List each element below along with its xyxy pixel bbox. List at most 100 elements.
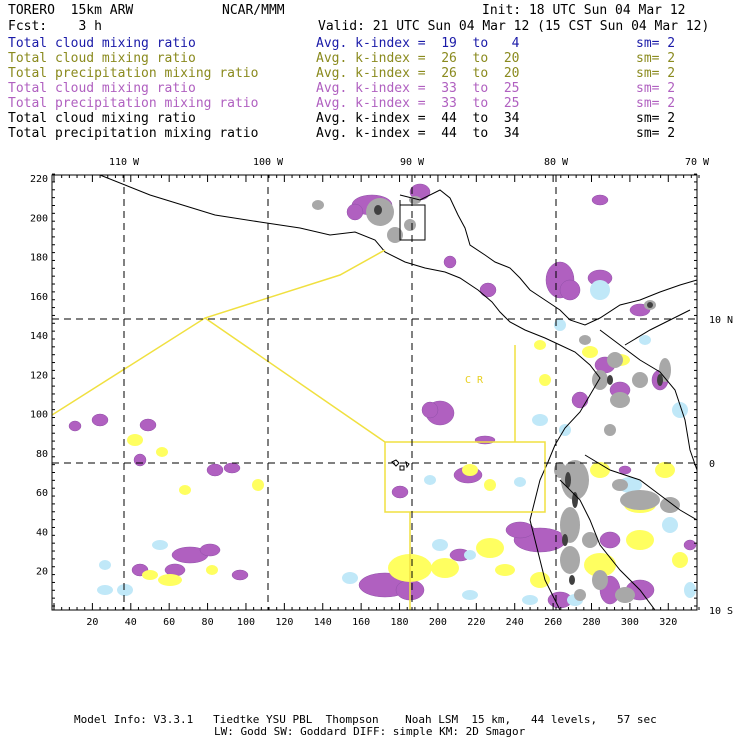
yellow-blob [179, 485, 191, 495]
lightblue-blob [639, 335, 651, 345]
dark-core-blob [607, 375, 613, 385]
x-tick-label: 160 [352, 617, 370, 628]
x-tick-label: 260 [544, 617, 562, 628]
yellow-blob [156, 447, 168, 457]
lightblue-blob [464, 550, 476, 560]
y-tick-label: 180 [30, 253, 48, 264]
legend-sm: sm= 2 [636, 36, 676, 51]
yellow-blob [158, 574, 182, 586]
init-time: Init: 18 UTC Sun 04 Mar 12 [482, 3, 686, 18]
purple-blob [505, 521, 535, 539]
dark-core-blob [562, 534, 568, 546]
longitude-label: 70 W [685, 157, 710, 168]
mixing-ratio-shading [68, 183, 697, 609]
purple-blob [559, 279, 581, 301]
purple-blob [683, 539, 697, 551]
latlon-grid [52, 175, 697, 610]
gray-blob [579, 335, 591, 345]
gray-blob [554, 462, 566, 478]
dark-core-blob [565, 472, 571, 488]
purple-blob [443, 255, 457, 269]
legend-kindex: Avg. k-index = 44 to 34 [316, 126, 520, 141]
x-tick-label: 60 [163, 617, 175, 628]
legend-field: Total precipitation mixing ratio [8, 126, 259, 141]
latitude-label: 10 S [709, 606, 733, 617]
x-tick-label: 40 [125, 617, 137, 628]
gray-blob [560, 546, 580, 574]
purple-blob [571, 391, 589, 409]
dark-core-blob [647, 302, 653, 308]
yellow-blob [142, 570, 158, 580]
lightblue-blob [554, 319, 566, 331]
lightblue-blob [662, 517, 678, 533]
yellow-blob [495, 564, 515, 576]
gray-blob [632, 372, 648, 388]
legend-sm: sm= 2 [636, 51, 676, 66]
dark-core-blob [569, 575, 575, 585]
gray-blob [620, 490, 660, 510]
gray-blob [607, 352, 623, 368]
model-info: Model Info: V3.3.1 Tiedtke YSU PBL Thomp… [74, 713, 657, 726]
x-tick-label: 240 [506, 617, 524, 628]
y-tick-label: 140 [30, 331, 48, 342]
purple-blob [231, 569, 249, 581]
purple-blob [599, 531, 621, 549]
galapagos-islands [391, 459, 410, 471]
region-outline [52, 249, 546, 610]
x-tick-label: 20 [86, 617, 98, 628]
y-tick-label: 60 [36, 488, 48, 499]
yellow-blob [462, 464, 478, 476]
y-tick-label: 200 [30, 213, 48, 224]
yellow-blob [590, 462, 610, 478]
purple-blob [223, 462, 241, 474]
yellow-blob [431, 558, 459, 578]
y-tick-label: 100 [30, 410, 48, 421]
lightblue-blob [99, 560, 111, 570]
longitude-label: 80 W [544, 157, 569, 168]
purple-blob [133, 453, 147, 467]
gray-blob [615, 587, 635, 603]
y-tick-label: 20 [36, 567, 48, 578]
lightblue-blob [424, 475, 436, 485]
legend-sm: sm= 2 [636, 81, 676, 96]
gray-blob [582, 532, 598, 548]
dark-core-blob [374, 205, 382, 215]
longitude-label: 100 W [253, 157, 284, 168]
lightblue-blob [117, 584, 133, 596]
legend-kindex: Avg. k-index = 33 to 25 [316, 96, 520, 111]
y-tick-label: 220 [30, 174, 48, 185]
lightblue-blob [672, 402, 688, 418]
lightblue-blob [522, 595, 538, 605]
yellow-blob [206, 565, 218, 575]
gray-blob [610, 392, 630, 408]
x-tick-label: 300 [621, 617, 639, 628]
gray-blob [592, 570, 608, 590]
purple-blob [591, 194, 609, 206]
yellow-blob [127, 434, 143, 446]
yellow-blob [534, 340, 546, 350]
legend-sm: sm= 2 [636, 111, 676, 126]
forecast-hour: Fcst: 3 h [8, 19, 102, 34]
yellow-blob [655, 462, 675, 478]
gray-blob [660, 497, 680, 513]
purple-blob [139, 418, 157, 432]
x-tick-label: 320 [659, 617, 677, 628]
legend-kindex: Avg. k-index = 33 to 25 [316, 81, 520, 96]
x-tick-label: 120 [275, 617, 293, 628]
latitude-label: 0 [709, 459, 715, 470]
gray-blob [404, 219, 416, 231]
latitude-label: 10 N [709, 315, 733, 326]
gray-blob [387, 227, 403, 243]
legend-sm: sm= 2 [636, 96, 676, 111]
purple-blob [346, 203, 364, 221]
x-tick-label: 180 [391, 617, 409, 628]
purple-blob [199, 543, 221, 557]
y-tick-label: 120 [30, 370, 48, 381]
gray-blob [604, 424, 616, 436]
legend-field: Total precipitation mixing ratio [8, 96, 259, 111]
gray-blob [561, 460, 589, 500]
yellow-blob [484, 479, 496, 491]
yellow-blob [582, 346, 598, 358]
region-label: C R [465, 375, 484, 386]
lightblue-blob [684, 582, 696, 598]
